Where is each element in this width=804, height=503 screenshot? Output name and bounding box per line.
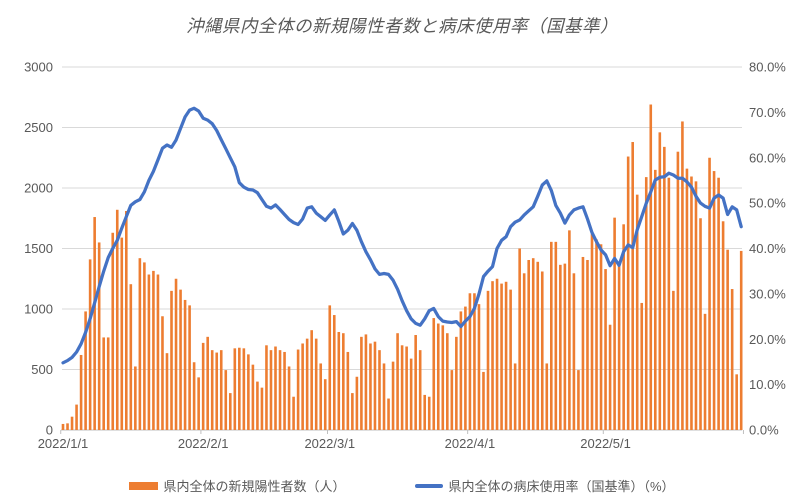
chart-title: 沖縄県内全体の新規陽性者数と病床使用率（国基準） bbox=[186, 16, 618, 36]
x-axis bbox=[60, 429, 744, 434]
right-axis-tick-label: 60.0% bbox=[749, 150, 786, 165]
legend-item-bed-usage: 県内全体の病床使用率（国基準）（%） bbox=[415, 476, 675, 495]
right-axis-tick-label: 30.0% bbox=[749, 286, 786, 301]
left-axis-labels: 0 500 1000 1500 2000 2500 3000 bbox=[24, 60, 53, 438]
right-axis-tick-label: 0.0% bbox=[749, 423, 779, 438]
x-axis-tick-label: 2022/3/1 bbox=[304, 436, 355, 451]
x-axis-tick-label: 2022/2/1 bbox=[178, 436, 229, 451]
chart-legend: 県内全体の新規陽性者数（人） 県内全体の病床使用率（国基準）（%） bbox=[0, 476, 804, 495]
left-axis-tick-label: 2000 bbox=[24, 181, 53, 196]
left-axis-tick-label: 1500 bbox=[24, 241, 53, 256]
left-axis-tick-label: 500 bbox=[31, 362, 53, 377]
x-axis-tick-label: 2022/4/1 bbox=[445, 436, 496, 451]
line-series-swatch-icon bbox=[415, 483, 444, 488]
left-axis-tick-label: 1000 bbox=[24, 302, 53, 317]
right-axis-tick-label: 80.0% bbox=[749, 60, 786, 75]
bar-series-new-cases bbox=[61, 104, 743, 431]
x-axis-tick-label: 2022/1/1 bbox=[38, 436, 89, 451]
x-axis-labels: 2022/1/1 2022/2/1 2022/3/1 2022/4/1 2022/5/1 bbox=[38, 436, 631, 451]
right-axis-labels: 0.0% 10.0% 20.0% 30.0% 40.0% 50.0% 60.0% 70.0% 8… bbox=[749, 60, 786, 438]
legend-label-new-cases: 県内全体の新規陽性者数（人） bbox=[163, 479, 346, 494]
x-axis-tick-label: 2022/5/1 bbox=[580, 436, 631, 451]
legend-label-bed-usage: 県内全体の病床使用率（国基準）（%） bbox=[448, 479, 675, 494]
legend-item-new-cases: 県内全体の新規陽性者数（人） bbox=[129, 476, 345, 495]
right-axis-tick-label: 40.0% bbox=[749, 241, 786, 256]
right-axis-tick-label: 70.0% bbox=[749, 105, 786, 120]
left-axis-tick-label: 0 bbox=[46, 423, 53, 438]
left-axis-tick-label: 2500 bbox=[24, 120, 53, 135]
right-axis-tick-label: 20.0% bbox=[749, 332, 786, 347]
right-axis-tick-label: 10.0% bbox=[749, 377, 786, 392]
right-axis-tick-label: 50.0% bbox=[749, 196, 786, 211]
left-axis-tick-label: 3000 bbox=[24, 60, 53, 75]
line-series-bed-usage bbox=[61, 106, 743, 365]
bar-series-swatch-icon bbox=[129, 481, 159, 490]
